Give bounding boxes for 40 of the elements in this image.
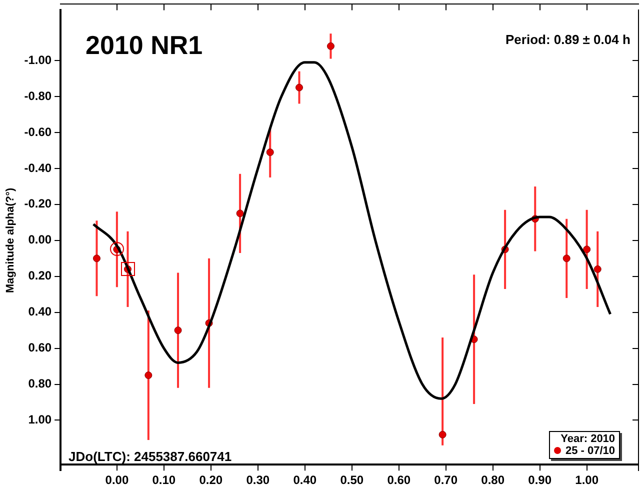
x-tick-label: 0.50 [340,473,364,488]
point [144,372,152,380]
x-tick-label: 0.90 [528,473,552,488]
x-tick-label: 0.00 [105,473,129,488]
point [583,246,591,254]
y-tick-label: 0.40 [28,304,52,319]
y-tick-label: 1.00 [28,412,52,427]
legend-label: 25 - 07/10 [564,444,616,457]
y-tick-label: -0.80 [24,88,52,103]
y-tick-label: -0.20 [24,196,52,211]
y-tick-label: -0.40 [24,160,52,175]
x-tick-label: 0.20 [199,473,223,488]
point [266,148,274,156]
annotation: Period: 0.89 ± 0.04 h [506,32,630,48]
point [236,210,244,218]
y-tick-label: -0.60 [24,124,52,139]
y-tick-label: 0.20 [28,268,52,283]
point [174,326,182,334]
legend-title: Year: 2010 [560,432,616,445]
x-tick-label: 0.30 [246,473,270,488]
point [92,254,100,262]
text: 2010 NR1 [86,30,203,62]
x-tick-label: 0.70 [434,473,458,488]
line-series [92,61,612,400]
annotation: JDo(LTC): 2455387.660741 [68,448,232,464]
x-tick-label: 0.60 [387,473,411,488]
x-tick-label: 1.00 [575,473,599,488]
y-axis-title: Magnitude alpha(?°) [4,187,17,294]
point [326,42,334,50]
y-tick-label: 0.60 [28,340,52,355]
point [296,84,303,92]
point [594,265,602,273]
point [438,430,446,438]
y-tick-label: -1.00 [24,52,52,67]
point [562,254,570,262]
y-tick-label: 0.00 [28,232,52,247]
x-tick-label: 0.80 [481,473,505,488]
x-tick-label: 0.10 [152,473,176,488]
x-tick-label: 0.40 [293,473,317,488]
y-tick-label: 0.80 [28,376,52,391]
